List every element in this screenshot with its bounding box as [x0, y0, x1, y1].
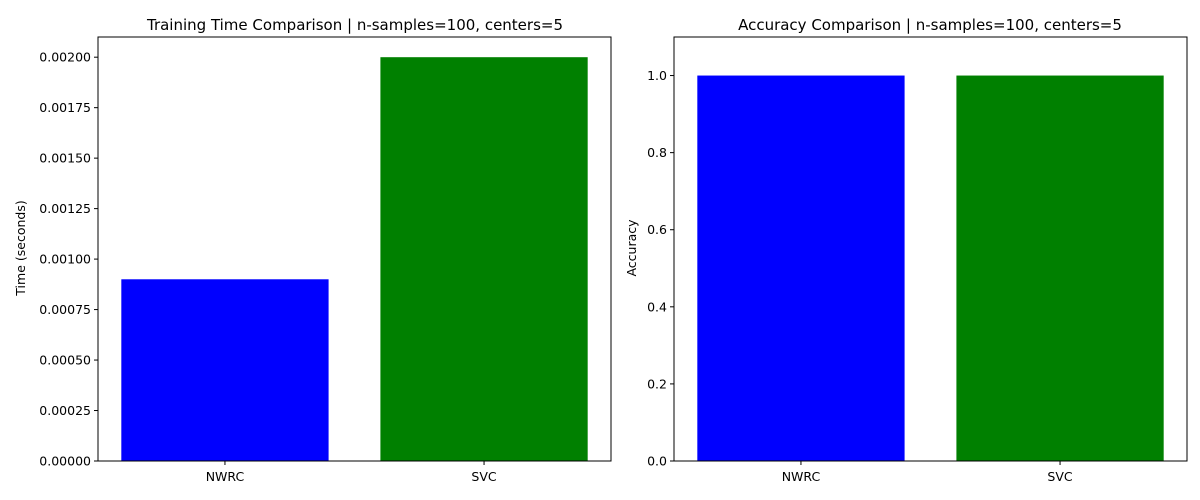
y-tick-label: 0.00125	[39, 201, 91, 216]
x-tick-label: SVC	[471, 469, 496, 484]
chart-title: Accuracy Comparison | n-samples=100, cen…	[738, 16, 1122, 34]
y-axis-label: Time (seconds)	[13, 200, 28, 296]
y-tick-label: 0.0	[647, 454, 667, 469]
y-tick-label: 0.00150	[39, 151, 91, 166]
bars-group	[697, 75, 1164, 461]
x-ticks-group: NWRC SVC	[206, 461, 497, 484]
y-tick-label: 0.2	[647, 376, 667, 391]
bars-group	[121, 57, 588, 461]
y-tick-label: 0.00050	[39, 353, 91, 368]
axes-frame	[97, 36, 612, 462]
y-tick-label: 0.00075	[39, 302, 91, 317]
x-ticks-group: NWRC SVC	[782, 461, 1073, 484]
y-tick-label: 0.00100	[39, 252, 91, 267]
x-tick-label: NWRC	[206, 469, 245, 484]
accuracy-chart: Accuracy Comparison | n-samples=100, cen…	[624, 16, 1188, 484]
y-ticks-group: 0.00000 0.00025 0.00050 0.00075 0.00100 0.001…	[39, 50, 98, 469]
bar-nwrc	[697, 75, 905, 461]
y-tick-label: 0.6	[647, 222, 667, 237]
axes-frame	[673, 36, 1188, 462]
y-tick-label: 0.00175	[39, 100, 91, 115]
x-tick-label: NWRC	[782, 469, 821, 484]
training-time-chart: Training Time Comparison | n-samples=100…	[13, 16, 612, 484]
y-tick-label: 0.4	[647, 299, 667, 314]
y-tick-label: 0.00025	[39, 403, 91, 418]
y-tick-label: 1.0	[647, 68, 667, 83]
bar-svc	[956, 75, 1164, 461]
y-ticks-group: 0.0 0.2 0.4 0.6 0.8 1.0	[647, 68, 674, 469]
bar-svc	[380, 57, 588, 461]
y-tick-label: 0.00000	[39, 454, 91, 469]
chart-title: Training Time Comparison | n-samples=100…	[146, 16, 563, 34]
y-tick-label: 0.8	[647, 145, 667, 160]
y-axis-label: Accuracy	[624, 219, 639, 277]
y-tick-label: 0.00200	[39, 50, 91, 65]
bar-nwrc	[121, 279, 329, 461]
x-tick-label: SVC	[1047, 469, 1072, 484]
